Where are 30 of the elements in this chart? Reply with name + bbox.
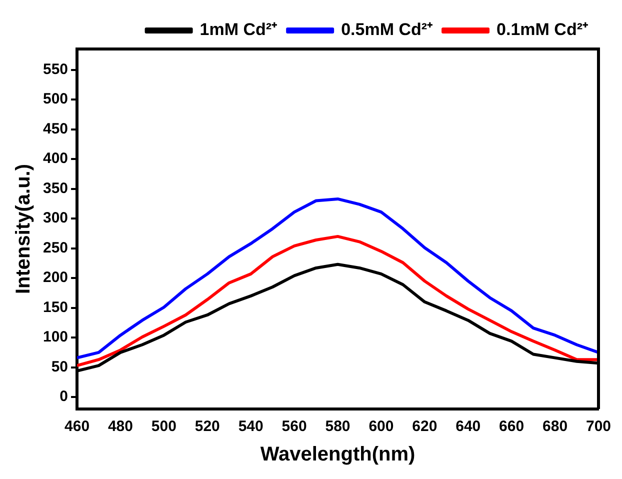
x-tick-label: 680 xyxy=(542,418,568,436)
y-tick-label: 350 xyxy=(42,180,68,197)
x-tick-label: 640 xyxy=(456,418,481,436)
x-tick-label: 520 xyxy=(194,418,220,436)
y-tick-label: 550 xyxy=(42,60,68,78)
y-axis-title: Intensity(a.u.) xyxy=(12,164,35,294)
x-axis-title: Wavelength(nm) xyxy=(260,444,416,466)
x-tick-label: 660 xyxy=(499,418,524,436)
y-tick-label: 400 xyxy=(42,150,68,168)
x-tick-label: 600 xyxy=(368,418,394,436)
x-tick-label: 540 xyxy=(238,418,264,436)
legend-label: 0.1mM Cd²⁺ xyxy=(496,20,588,40)
x-tick-label: 480 xyxy=(108,418,133,436)
y-tick-label: 150 xyxy=(42,298,68,316)
x-tick-label: 700 xyxy=(586,418,611,436)
x-tick-label: 620 xyxy=(412,418,438,436)
y-tick-label: 100 xyxy=(42,328,68,346)
legend-label: 1mM Cd²⁺ xyxy=(200,20,278,40)
x-tick-label: 500 xyxy=(151,418,176,436)
legend-label: 0.5mM Cd²⁺ xyxy=(341,20,434,40)
y-tick-label: 500 xyxy=(42,90,68,108)
y-tick-label: 0 xyxy=(60,388,68,406)
x-tick-label: 560 xyxy=(282,418,307,436)
y-tick-label: 250 xyxy=(42,239,68,256)
y-tick-label: 300 xyxy=(42,210,68,227)
y-tick-label: 50 xyxy=(51,358,68,376)
y-tick-label: 450 xyxy=(42,120,68,138)
x-tick-label: 580 xyxy=(325,418,350,436)
x-tick-label: 460 xyxy=(64,418,90,436)
y-tick-label: 200 xyxy=(42,269,68,286)
